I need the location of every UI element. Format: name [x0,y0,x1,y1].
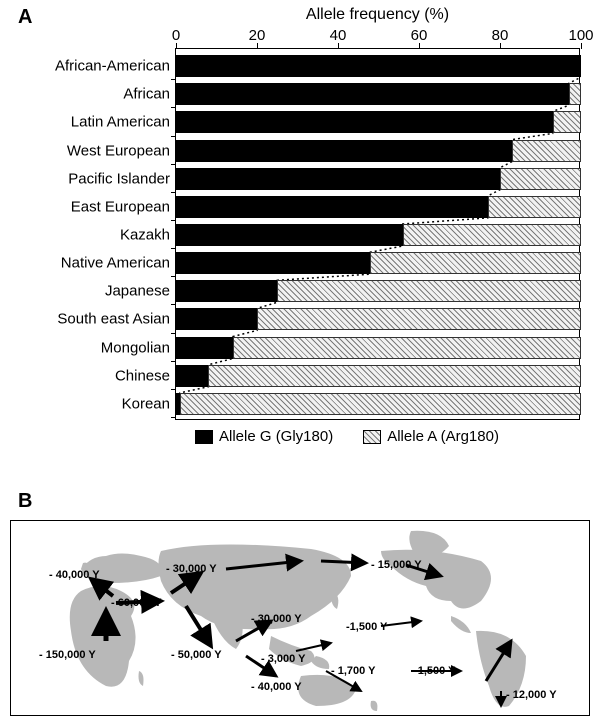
bar-allele-a [569,83,581,105]
legend-item-g: Allele G (Gly180) [195,428,333,445]
bar-allele-g [176,168,500,190]
bar-allele-g [176,196,488,218]
migration-time-label: - 1,500 Y [411,665,455,677]
x-tick-mark [257,43,258,49]
bar-allele-g [176,83,569,105]
category-label: Kazakh [120,227,176,244]
category-label: African [123,86,176,103]
panel-a: A Allele frequency (%) 020406080100Afric… [0,0,600,490]
bar-allele-a [553,111,581,133]
x-tick-mark [176,43,177,49]
migration-time-label: - 3,000 Y [261,653,305,665]
y-minor-tick [171,389,176,390]
y-minor-tick [171,248,176,249]
x-tick-label: 100 [568,27,593,44]
x-tick-mark [581,43,582,49]
category-label: Native American [61,255,176,272]
category-label: African-American [55,58,176,75]
y-minor-tick [171,164,176,165]
bar-allele-g [176,224,403,246]
bar-allele-a [370,252,581,274]
legend: Allele G (Gly180) Allele A (Arg180) [195,428,499,445]
migration-time-label: - 50,000 Y [171,649,222,661]
y-minor-tick [171,79,176,80]
migration-time-label: -1,500 Y [346,621,387,633]
bar-allele-a [208,365,581,387]
y-minor-tick [171,220,176,221]
migration-time-label: - 40,000 Y [251,681,302,693]
bar-allele-a [180,393,581,415]
bar-allele-a [500,168,581,190]
y-minor-tick [171,333,176,334]
category-label: West European [67,142,176,159]
bar-allele-a [277,280,581,302]
x-tick-label: 60 [411,27,428,44]
panel-a-label: A [18,6,32,29]
category-label: Korean [122,395,176,412]
legend-label-a: Allele A (Arg180) [387,428,499,445]
bar-allele-g [176,252,370,274]
migration-time-label: - 15,000 Y [371,559,422,571]
x-tick-label: 0 [172,27,180,44]
y-minor-tick [171,417,176,418]
category-label: East European [71,198,176,215]
x-tick-label: 80 [492,27,509,44]
bar-allele-g [176,308,257,330]
category-label: Japanese [105,283,176,300]
category-label: Mongolian [101,339,176,356]
bar-allele-g [176,111,553,133]
migration-time-label: - 12,000 Y [506,689,557,701]
category-label: South east Asian [57,311,176,328]
x-tick-mark [419,43,420,49]
migration-time-label: - 1,700 Y [331,665,375,677]
x-axis-title: Allele frequency (%) [175,6,580,24]
bar-allele-a [257,308,581,330]
migration-time-label: - 30,000 Y [251,613,302,625]
bar-allele-a [403,224,581,246]
y-minor-tick [171,304,176,305]
bar-allele-a [488,196,581,218]
bar-allele-g [176,280,277,302]
bar-allele-a [233,337,581,359]
y-minor-tick [171,192,176,193]
y-minor-tick [171,276,176,277]
bar-allele-a [512,140,581,162]
panel-b: - 150,000 Y - 40,000 Y - 60,000 Y - 30,000 … [10,520,590,716]
x-tick-mark [500,43,501,49]
bar-allele-g [176,365,208,387]
migration-time-label: - 150,000 Y [39,649,96,661]
x-tick-mark [338,43,339,49]
migration-time-label: - 60,000 Y [111,597,162,609]
y-minor-tick [171,361,176,362]
category-label: Latin American [71,114,176,131]
bar-allele-g [176,337,233,359]
panel-b-label: B [18,490,32,513]
category-label: Chinese [115,367,176,384]
legend-swatch-a [363,430,381,444]
x-tick-label: 40 [330,27,347,44]
bar-allele-g [176,140,512,162]
y-minor-tick [171,107,176,108]
migration-time-label: - 30,000 Y [166,563,217,575]
bar-chart: 020406080100African-AmericanAfricanLatin… [175,48,580,420]
world-map: - 150,000 Y - 40,000 Y - 60,000 Y - 30,000 … [10,520,590,716]
legend-label-g: Allele G (Gly180) [219,428,333,445]
x-tick-label: 20 [249,27,266,44]
category-label: Pacific Islander [68,170,176,187]
legend-item-a: Allele A (Arg180) [363,428,499,445]
legend-swatch-g [195,430,213,444]
y-minor-tick [171,136,176,137]
bar-allele-g [176,55,581,77]
migration-time-label: - 40,000 Y [49,569,100,581]
figure-page: A Allele frequency (%) 020406080100Afric… [0,0,600,726]
